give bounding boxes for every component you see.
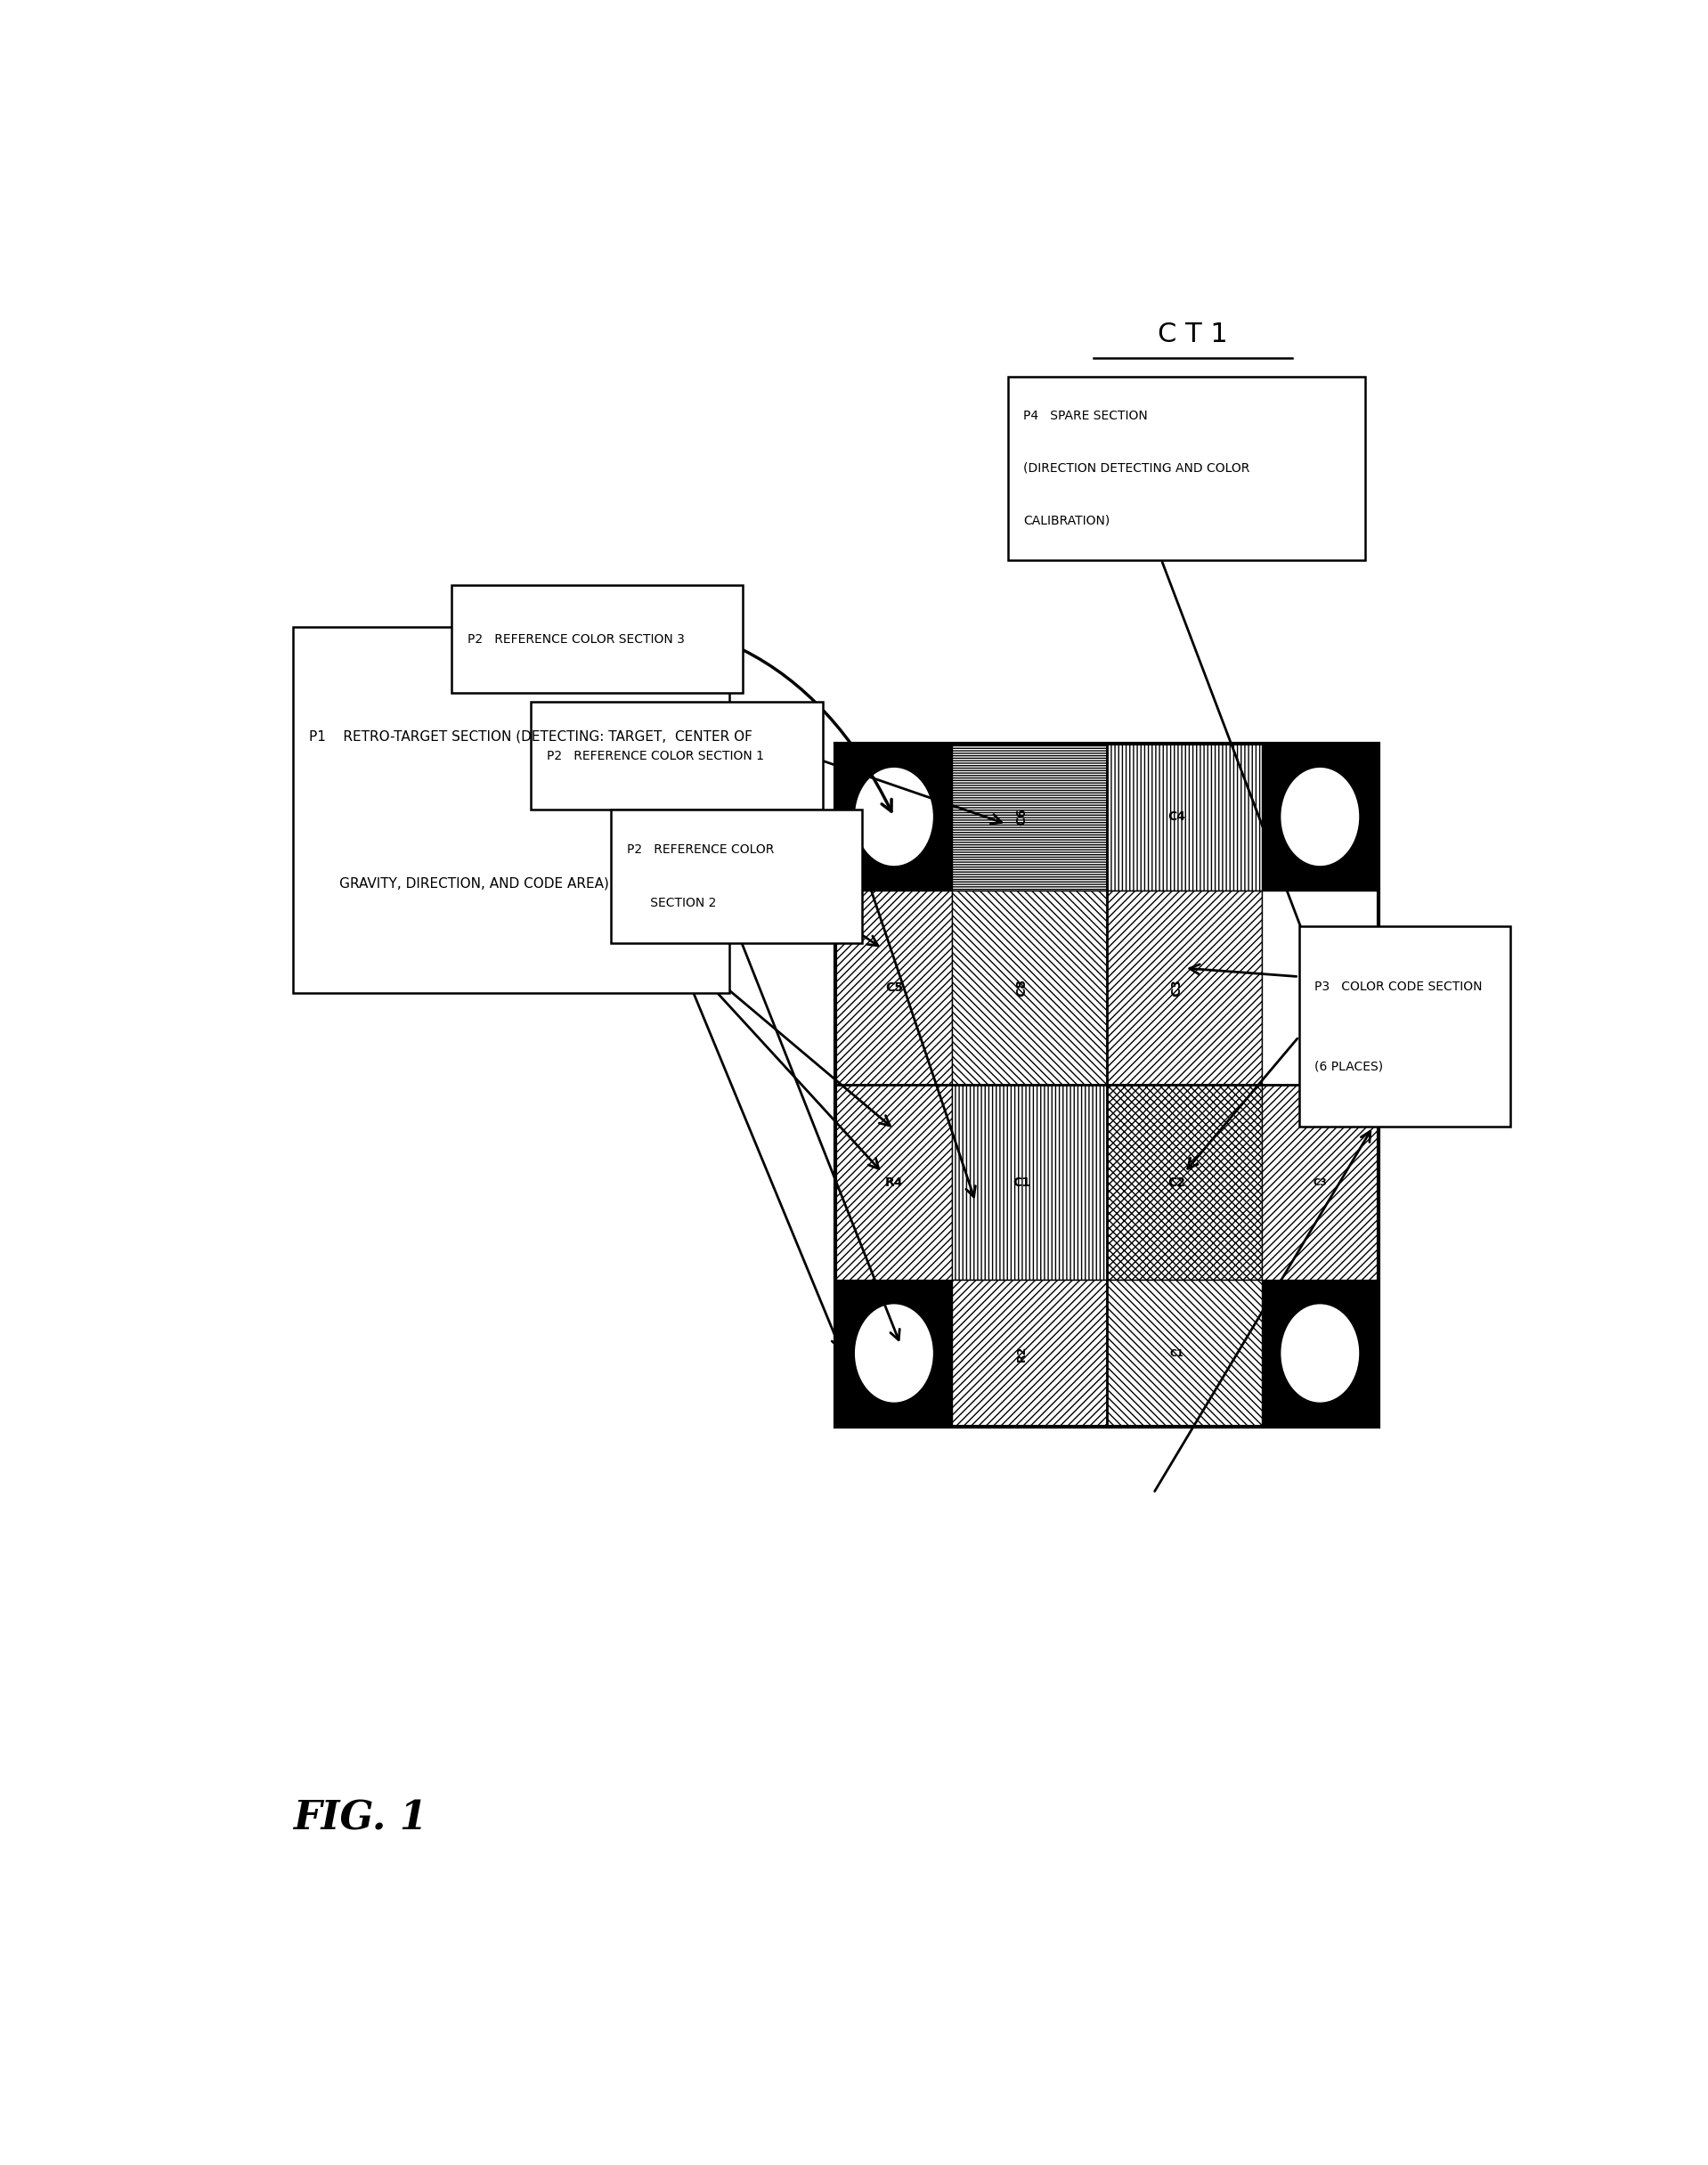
- Bar: [1262, 890, 1378, 1085]
- Bar: [1107, 1280, 1262, 1427]
- Bar: [953, 743, 1107, 890]
- Bar: [451, 585, 743, 693]
- Text: P2   REFERENCE COLOR SECTION 1: P2 REFERENCE COLOR SECTION 1: [547, 749, 765, 762]
- Text: C1: C1: [1013, 1176, 1032, 1189]
- Bar: [1262, 743, 1378, 890]
- Text: R2: R2: [1016, 1344, 1028, 1362]
- Text: (DIRECTION DETECTING AND COLOR: (DIRECTION DETECTING AND COLOR: [1023, 461, 1250, 474]
- Bar: [531, 701, 823, 810]
- Bar: [1298, 927, 1512, 1126]
- Bar: [1107, 1085, 1262, 1280]
- Text: P4   SPARE SECTION: P4 SPARE SECTION: [1023, 409, 1148, 422]
- Bar: [1262, 1085, 1378, 1280]
- Text: (6 PLACES): (6 PLACES): [1315, 1061, 1383, 1074]
- Bar: [953, 1280, 1107, 1427]
- Text: C3: C3: [1313, 1178, 1327, 1186]
- Bar: [835, 743, 953, 890]
- Text: C3: C3: [1170, 979, 1184, 996]
- Text: R4: R4: [885, 1176, 904, 1189]
- Bar: [294, 626, 729, 994]
- Bar: [835, 890, 953, 1085]
- Text: P2   REFERENCE COLOR: P2 REFERENCE COLOR: [627, 844, 774, 855]
- Circle shape: [856, 1305, 933, 1401]
- Bar: [611, 810, 863, 944]
- Text: P3   COLOR CODE SECTION: P3 COLOR CODE SECTION: [1315, 981, 1483, 994]
- Circle shape: [856, 769, 933, 866]
- Bar: [1008, 377, 1365, 561]
- Bar: [835, 1280, 953, 1427]
- Circle shape: [1281, 1305, 1358, 1401]
- Bar: [953, 1085, 1107, 1280]
- Text: P2   REFERENCE COLOR SECTION 3: P2 REFERENCE COLOR SECTION 3: [468, 632, 685, 645]
- Bar: [1262, 1280, 1378, 1427]
- Text: C5: C5: [885, 981, 904, 994]
- Text: C6: C6: [1016, 808, 1028, 825]
- Bar: [1107, 743, 1262, 890]
- Bar: [835, 1085, 953, 1280]
- Text: C8: C8: [1016, 979, 1028, 996]
- FancyArrowPatch shape: [523, 619, 892, 812]
- Circle shape: [1281, 769, 1358, 866]
- Text: GRAVITY, DIRECTION, AND CODE AREA): GRAVITY, DIRECTION, AND CODE AREA): [309, 877, 608, 890]
- Text: FIG. 1: FIG. 1: [294, 1799, 427, 1838]
- Text: SECTION 2: SECTION 2: [627, 896, 716, 909]
- Bar: [953, 890, 1107, 1085]
- Text: CALIBRATION): CALIBRATION): [1023, 515, 1110, 526]
- Text: P1    RETRO-TARGET SECTION (DETECTING: TARGET,  CENTER OF: P1 RETRO-TARGET SECTION (DETECTING: TARG…: [309, 730, 752, 743]
- Bar: [1107, 890, 1262, 1085]
- Text: C1: C1: [1170, 1349, 1184, 1357]
- Text: C2: C2: [1168, 1176, 1185, 1189]
- Bar: [835, 743, 1378, 1427]
- Text: C4: C4: [1168, 810, 1185, 823]
- Text: C T 1: C T 1: [1158, 323, 1228, 349]
